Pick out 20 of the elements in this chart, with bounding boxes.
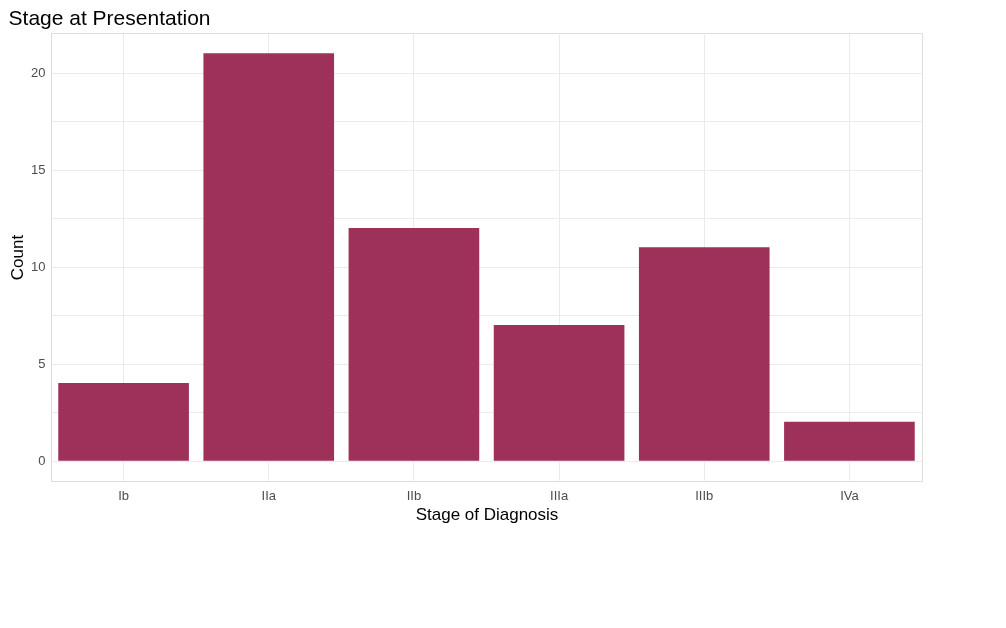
bar	[348, 227, 480, 461]
y-tick-label: 20	[31, 65, 46, 81]
bar	[784, 421, 915, 461]
x-tick-label: IIIa	[550, 487, 569, 503]
x-axis-title: Stage of Diagnosis	[415, 504, 559, 524]
bar	[493, 324, 625, 461]
y-tick-label: 10	[31, 259, 46, 275]
x-tick-label: IIb	[406, 487, 422, 503]
x-tick-label: IVa	[840, 487, 860, 503]
y-tick-label: 5	[38, 356, 46, 372]
bar	[203, 53, 335, 461]
bar	[58, 383, 189, 461]
y-axis-title: Count	[8, 234, 28, 281]
y-tick-label: 0	[38, 453, 46, 469]
bar	[638, 247, 770, 461]
chart-title: Stage at Presentation	[8, 6, 211, 29]
y-tick-label: 15	[31, 162, 46, 178]
x-tick-label: IIIb	[695, 487, 714, 503]
x-tick-label: IIa	[261, 487, 277, 503]
x-tick-label: Ib	[118, 487, 130, 503]
